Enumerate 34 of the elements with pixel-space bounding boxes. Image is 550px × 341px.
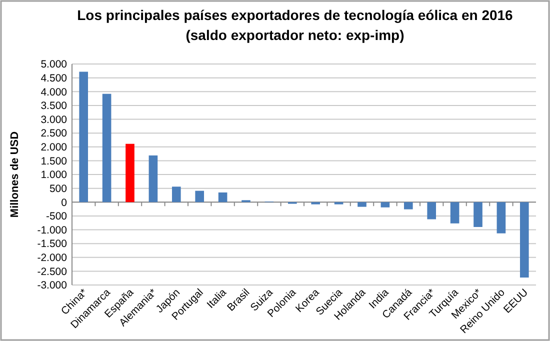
y-tick-label: 1.500 xyxy=(40,155,68,168)
y-tick-label: 0 xyxy=(61,196,68,209)
bar xyxy=(172,186,181,202)
bar xyxy=(126,144,134,202)
bar xyxy=(102,94,112,202)
bar xyxy=(450,202,460,224)
bar xyxy=(148,155,158,202)
y-tick-label: 3.000 xyxy=(40,114,68,126)
y-tick-label: -500 xyxy=(46,210,68,223)
bar xyxy=(496,202,506,234)
bar xyxy=(79,72,88,202)
y-tick-label: -2.500 xyxy=(37,266,68,278)
bar xyxy=(404,202,413,210)
y-tick-label: 4.500 xyxy=(40,72,68,84)
bar xyxy=(474,202,482,227)
y-tick-label: -1.000 xyxy=(37,224,68,236)
y-tick-label: 2.000 xyxy=(40,142,68,154)
bar xyxy=(195,190,204,202)
y-tick-label: -2.000 xyxy=(37,252,68,264)
y-tick-label: 5.000 xyxy=(40,58,68,71)
y-tick-label: 3.500 xyxy=(40,100,68,112)
bar xyxy=(380,202,390,208)
y-axis-title: Millones de USD xyxy=(9,131,21,218)
bar xyxy=(427,202,436,220)
y-tick-label: 2.500 xyxy=(40,128,68,140)
y-tick-label: 1.000 xyxy=(40,169,68,182)
y-tick-label: -1.500 xyxy=(37,238,68,250)
bar xyxy=(520,202,529,278)
y-tick-label: 4.000 xyxy=(40,86,68,98)
y-tick-label: -3.000 xyxy=(37,280,68,292)
bar xyxy=(218,192,228,202)
bar xyxy=(358,202,366,207)
y-tick-label: 500 xyxy=(49,182,68,195)
chart-title: Los principales países exportadores de tecnología eólica en 2016 (saldo exportador neto: exp-imp) xyxy=(77,7,514,43)
